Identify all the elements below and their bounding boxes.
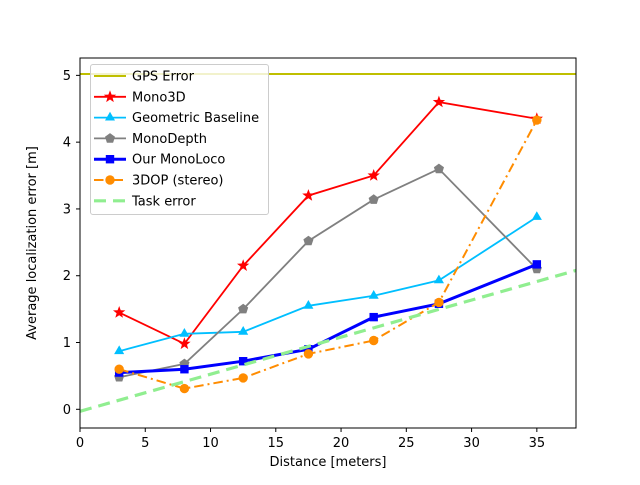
legend-marker-3dop-stereo — [105, 175, 115, 185]
y-tick-label: 0 — [63, 403, 71, 418]
y-tick-label: 1 — [63, 336, 71, 351]
y-tick-label: 5 — [63, 69, 71, 84]
marker-mono3d — [367, 169, 380, 181]
marker-geometric-baseline — [303, 300, 314, 309]
legend-label: Task error — [131, 194, 196, 209]
x-tick-label: 15 — [268, 436, 285, 451]
marker-3dop-stereo — [179, 383, 190, 394]
legend: GPS Error Mono3D Geometric Baseline MonoDep… — [90, 64, 269, 215]
legend-label: GPS Error — [132, 70, 195, 85]
x-tick-label: 10 — [202, 436, 219, 451]
marker-our-monoloco — [532, 260, 542, 269]
x-axis-label: Distance [meters] — [270, 455, 387, 470]
series-line-task-error — [79, 268, 577, 413]
legend-label: MonoDepth — [132, 132, 207, 147]
x-tick-label: 0 — [76, 436, 84, 451]
x-tick-label: 5 — [141, 436, 149, 451]
marker-our-monoloco — [238, 357, 248, 366]
legend-item-geometric-baseline: Geometric Baseline — [94, 111, 259, 126]
marker-geometric-baseline — [368, 290, 379, 299]
series-task-error — [79, 268, 577, 413]
legend-item-mono3d: Mono3D — [94, 90, 186, 105]
legend-item-gps-error: GPS Error — [94, 70, 195, 85]
legend-label: Geometric Baseline — [132, 111, 259, 126]
x-tick-label: 35 — [529, 436, 546, 451]
plot-frame — [79, 57, 577, 429]
marker-our-monoloco — [180, 365, 189, 374]
marker-geometric-baseline — [179, 328, 190, 337]
legend-item-our-monoloco: Our MonoLoco — [94, 153, 225, 168]
legend-item-task-error: Task error — [94, 194, 196, 209]
marker-3dop-stereo — [368, 335, 379, 346]
marker-mono3d — [302, 189, 315, 201]
legend-marker-our-monoloco — [105, 155, 115, 164]
legend-box — [90, 64, 269, 215]
series-geometric-baseline — [114, 211, 542, 355]
legend-item-3dop-stereo: 3DOP (stereo) — [94, 174, 224, 189]
marker-geometric-baseline — [238, 326, 249, 335]
marker-3dop-stereo — [532, 115, 542, 125]
marker-geometric-baseline — [433, 274, 444, 284]
legend-item-monodepth: MonoDepth — [94, 132, 207, 147]
legend-marker-mono3d — [103, 90, 117, 103]
legend-label: Our MonoLoco — [132, 153, 225, 168]
marker-monodepth — [433, 163, 444, 174]
x-tick-label: 25 — [398, 436, 415, 451]
marker-3dop-stereo — [434, 297, 444, 308]
y-axis-label: Average localization error [m] — [25, 146, 40, 340]
x-tick-label: 20 — [333, 436, 350, 451]
marker-our-monoloco — [369, 312, 378, 322]
y-tick-label: 3 — [63, 202, 71, 217]
marker-geometric-baseline — [531, 211, 542, 220]
legend-marker-monodepth — [105, 133, 115, 143]
marker-mono3d — [237, 259, 250, 271]
y-tick-label: 4 — [63, 136, 71, 151]
marker-mono3d — [178, 337, 191, 350]
legend-label: 3DOP (stereo) — [132, 174, 224, 189]
marker-monodepth — [368, 194, 379, 204]
marker-monodepth — [303, 235, 314, 246]
marker-monodepth — [238, 303, 249, 314]
series-3dop-stereo — [114, 115, 542, 394]
marker-geometric-baseline — [114, 345, 125, 355]
marker-mono3d — [113, 306, 126, 318]
marker-mono3d — [432, 95, 446, 108]
legend-label: Mono3D — [132, 90, 186, 105]
series-mono3d — [113, 95, 543, 350]
marker-3dop-stereo — [303, 349, 314, 359]
marker-3dop-stereo — [238, 373, 248, 383]
legend-marker-geometric-baseline — [105, 111, 115, 121]
x-tick-label: 30 — [463, 436, 480, 451]
y-tick-label: 2 — [63, 269, 71, 284]
marker-3dop-stereo — [114, 364, 124, 374]
